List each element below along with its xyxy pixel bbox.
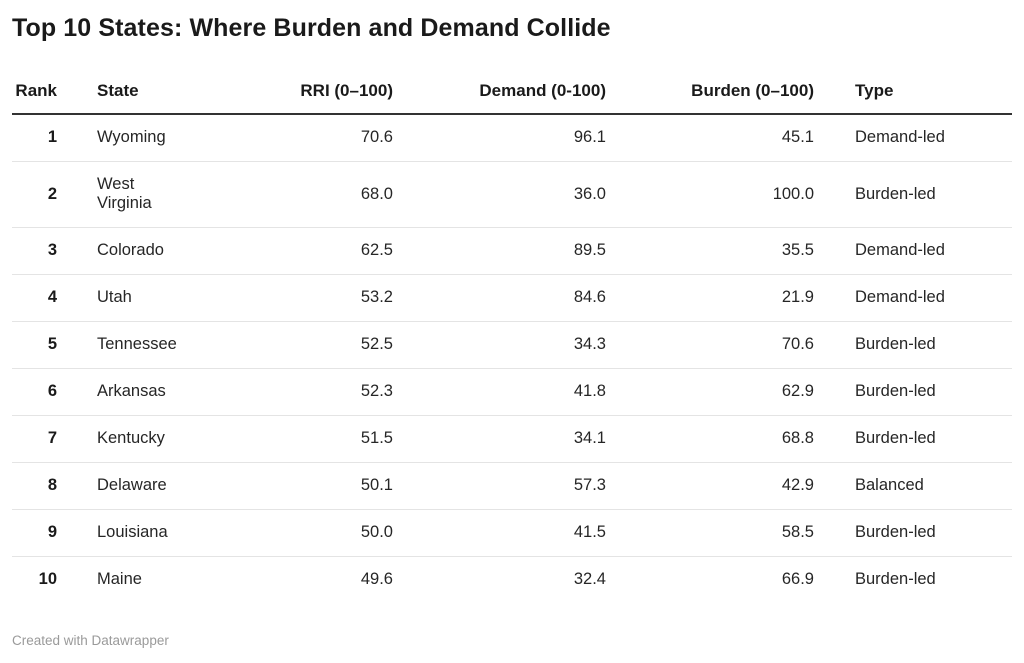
type-cell: Burden-led bbox=[855, 570, 936, 588]
rank-cell: 6 bbox=[12, 368, 57, 416]
demand-cell: 34.3 bbox=[393, 321, 606, 369]
state-cell: West Virginia bbox=[57, 161, 217, 228]
burden-cell: 21.9 bbox=[606, 274, 814, 322]
state-cell: Arkansas bbox=[57, 368, 217, 416]
table-body: 1 Wyoming 70.6 96.1 45.1 Demand-led 2 We… bbox=[12, 114, 1012, 603]
type-cell: Burden-led bbox=[814, 321, 1012, 369]
rri-cell: 49.6 bbox=[360, 570, 393, 588]
burden-cell: 45.1 bbox=[606, 114, 814, 162]
state-cell: Louisiana bbox=[57, 509, 217, 557]
burden-cell: 100.0 bbox=[606, 161, 814, 228]
table-row: 4 Utah 53.2 84.6 21.9 Demand-led bbox=[12, 274, 1012, 322]
table-row: 1 Wyoming 70.6 96.1 45.1 Demand-led bbox=[12, 114, 1012, 162]
rri-cell: 52.3 bbox=[217, 368, 393, 416]
type-cell: Burden-led bbox=[814, 509, 1012, 557]
rank-cell: 2 bbox=[12, 161, 57, 228]
rank-cell: 10 bbox=[38, 570, 57, 588]
table-header-row: Rank State RRI (0–100) Demand (0-100) Bu… bbox=[12, 71, 1012, 115]
rri-cell: 62.5 bbox=[217, 227, 393, 275]
rank-cell: 5 bbox=[12, 321, 57, 369]
burden-cell: 62.9 bbox=[606, 368, 814, 416]
column-header-type: Type bbox=[814, 71, 1012, 115]
rri-cell: 50.0 bbox=[217, 509, 393, 557]
chart-container: Top 10 States: Where Burden and Demand C… bbox=[0, 13, 1024, 650]
rri-cell: 68.0 bbox=[217, 161, 393, 228]
table-row: 3 Colorado 62.5 89.5 35.5 Demand-led bbox=[12, 227, 1012, 275]
demand-cell: 36.0 bbox=[393, 161, 606, 228]
state-cell: Wyoming bbox=[57, 114, 217, 162]
burden-cell: 58.5 bbox=[606, 509, 814, 557]
rri-cell: 50.1 bbox=[217, 462, 393, 510]
type-cell: Demand-led bbox=[814, 274, 1012, 322]
table-row: 2 West Virginia 68.0 36.0 100.0 Burden-l… bbox=[12, 161, 1012, 228]
rank-cell: 8 bbox=[12, 462, 57, 510]
page-title: Top 10 States: Where Burden and Demand C… bbox=[12, 14, 611, 42]
rank-cell: 7 bbox=[12, 415, 57, 463]
type-cell: Burden-led bbox=[814, 415, 1012, 463]
demand-cell: 84.6 bbox=[393, 274, 606, 322]
type-cell: Demand-led bbox=[814, 114, 1012, 162]
burden-cell: 35.5 bbox=[606, 227, 814, 275]
table-row: 10 Maine 49.6 32.4 66.9 Burden-led bbox=[12, 557, 1012, 604]
rri-cell: 51.5 bbox=[217, 415, 393, 463]
burden-cell: 66.9 bbox=[781, 570, 814, 588]
type-cell: Burden-led bbox=[814, 161, 1012, 228]
type-cell: Balanced bbox=[814, 462, 1012, 510]
table-row: 6 Arkansas 52.3 41.8 62.9 Burden-led bbox=[12, 368, 1012, 416]
demand-cell: 96.1 bbox=[393, 114, 606, 162]
column-header-demand: Demand (0-100) bbox=[393, 71, 606, 115]
type-cell: Demand-led bbox=[814, 227, 1012, 275]
rank-cell: 9 bbox=[12, 509, 57, 557]
state-cell: Colorado bbox=[57, 227, 217, 275]
column-header-rank: Rank bbox=[12, 71, 57, 115]
demand-cell: 41.8 bbox=[393, 368, 606, 416]
column-header-burden: Burden (0–100) bbox=[606, 71, 814, 115]
state-cell: Kentucky bbox=[57, 415, 217, 463]
rank-cell: 1 bbox=[12, 114, 57, 162]
column-header-state: State bbox=[57, 71, 217, 115]
burden-cell: 70.6 bbox=[606, 321, 814, 369]
demand-cell: 57.3 bbox=[393, 462, 606, 510]
demand-cell: 41.5 bbox=[393, 509, 606, 557]
rank-cell: 3 bbox=[12, 227, 57, 275]
rank-cell: 4 bbox=[12, 274, 57, 322]
rri-cell: 52.5 bbox=[217, 321, 393, 369]
datawrapper-attribution-link[interactable]: Created with Datawrapper bbox=[12, 633, 169, 648]
state-cell: Utah bbox=[57, 274, 217, 322]
demand-cell: 89.5 bbox=[393, 227, 606, 275]
table-row: 7 Kentucky 51.5 34.1 68.8 Burden-led bbox=[12, 415, 1012, 463]
column-header-rri: RRI (0–100) bbox=[217, 71, 393, 115]
table-row: 5 Tennessee 52.5 34.3 70.6 Burden-led bbox=[12, 321, 1012, 369]
state-cell: Tennessee bbox=[57, 321, 217, 369]
demand-cell: 32.4 bbox=[573, 570, 606, 588]
table-row: 8 Delaware 50.1 57.3 42.9 Balanced bbox=[12, 462, 1012, 510]
type-cell: Burden-led bbox=[814, 368, 1012, 416]
table-header: Rank State RRI (0–100) Demand (0-100) Bu… bbox=[12, 71, 1012, 115]
burden-cell: 42.9 bbox=[606, 462, 814, 510]
rri-cell: 70.6 bbox=[217, 114, 393, 162]
state-cell: Delaware bbox=[57, 462, 217, 510]
rri-cell: 53.2 bbox=[217, 274, 393, 322]
state-cell: Maine bbox=[97, 570, 142, 588]
demand-cell: 34.1 bbox=[393, 415, 606, 463]
burden-cell: 68.8 bbox=[606, 415, 814, 463]
states-table: Rank State RRI (0–100) Demand (0-100) Bu… bbox=[12, 71, 1012, 603]
table-row: 9 Louisiana 50.0 41.5 58.5 Burden-led bbox=[12, 509, 1012, 557]
